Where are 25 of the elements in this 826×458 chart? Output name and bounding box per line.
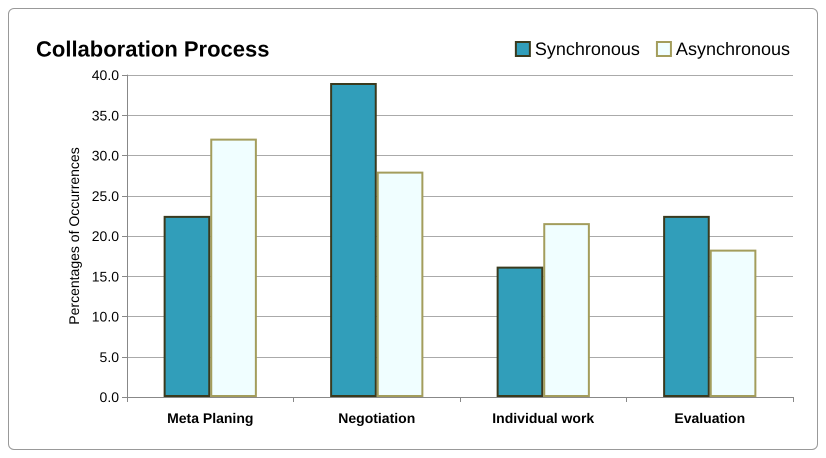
- y-tick-label: 40.0: [92, 67, 120, 83]
- y-tick-label: 10.0: [92, 308, 120, 324]
- y-tick-label: 25.0: [92, 188, 120, 204]
- bar: [496, 266, 544, 397]
- bar: [376, 172, 424, 397]
- chart-title: Collaboration Process: [36, 36, 270, 62]
- y-tick-label: 5.0: [100, 348, 120, 365]
- bar: [663, 216, 710, 397]
- bar: [710, 250, 756, 397]
- y-tick-label: 15.0: [92, 268, 120, 284]
- x-tick-label: Individual work: [492, 410, 594, 426]
- y-axis-title: Percentages of Occurrences: [66, 147, 82, 325]
- x-tick-label: Evaluation: [674, 410, 746, 426]
- y-tick-label: 35.0: [92, 107, 120, 124]
- bar: [330, 83, 377, 397]
- y-tick-label: 30.0: [92, 148, 120, 164]
- bar: [164, 216, 210, 397]
- legend-label: Synchronous: [534, 39, 640, 59]
- x-tick-label: Negotiation: [338, 410, 416, 426]
- y-tick-label: 20.0: [92, 228, 120, 244]
- legend-label: Asynchronous: [676, 39, 790, 59]
- bar: [543, 223, 590, 397]
- bar: [210, 138, 257, 397]
- x-tick-label: Meta Planing: [167, 410, 254, 426]
- y-tick-label: 0.0: [100, 389, 120, 405]
